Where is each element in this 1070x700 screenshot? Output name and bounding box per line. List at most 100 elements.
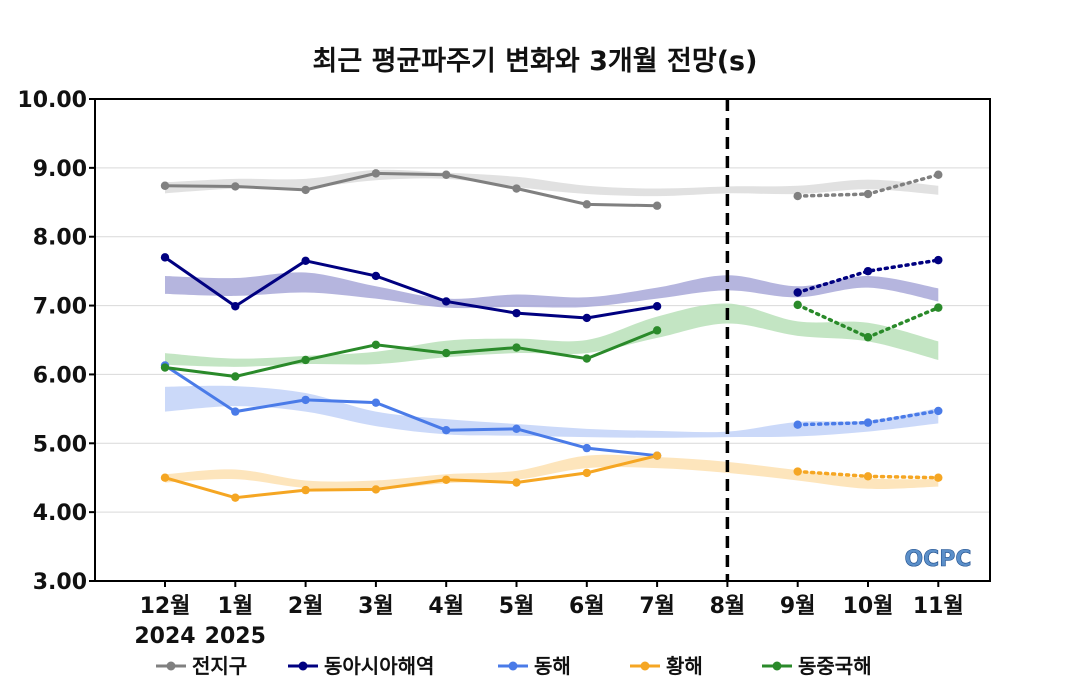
data-point <box>301 485 310 495</box>
forecast-point <box>934 255 943 265</box>
y-tick-label: 7.00 <box>33 295 87 320</box>
x-tick-label: 7월 <box>639 594 675 619</box>
data-point <box>231 493 240 502</box>
legend-swatch-marker <box>640 661 650 671</box>
x-tick-label: 2월 <box>288 594 324 619</box>
legend-swatch-marker <box>772 661 782 671</box>
y-tick-label: 6.00 <box>33 363 87 388</box>
data-point <box>652 451 662 460</box>
data-point <box>442 170 451 179</box>
series-line <box>164 364 658 458</box>
x-axis: 12월 1월 2월 3월 4월 5월 6월 7월 8월 9월 10월 11월 2024 2025 <box>134 581 964 649</box>
x-tick-label: 1월 <box>218 594 254 619</box>
legend-swatch-marker <box>508 661 518 671</box>
data-point <box>371 340 381 350</box>
plot-frame <box>94 98 991 582</box>
range-band <box>165 272 939 309</box>
data-point <box>371 169 381 178</box>
data-point <box>582 468 591 478</box>
forecast-point <box>863 333 873 342</box>
forecast-point <box>793 420 802 429</box>
range-band <box>165 169 939 197</box>
legend-swatch-marker <box>166 661 176 671</box>
forecast-point <box>934 473 943 482</box>
legend: 전지구 동아시아해역 동해 황해 동중국해 <box>156 654 872 678</box>
y-tick-label: 8.00 <box>33 226 87 251</box>
legend-swatch-marker <box>298 661 308 671</box>
legend-label: 동해 <box>534 654 571 678</box>
y-tick-label: 4.00 <box>33 501 87 526</box>
forecast-point <box>793 467 802 476</box>
data-point <box>371 398 381 407</box>
legend-label: 동중국해 <box>798 654 872 678</box>
x-tick-label: 3월 <box>358 594 394 619</box>
ocpc-logo: OCPC <box>904 547 972 573</box>
forecast-point <box>863 472 873 481</box>
forecast-point <box>793 191 802 201</box>
data-point <box>442 475 451 484</box>
data-point <box>582 200 591 209</box>
y-tick-label: 9.00 <box>33 157 87 182</box>
series-line <box>164 454 658 500</box>
x-year-label: 2024 <box>134 624 195 649</box>
legend-label: 동아시아해역 <box>324 654 434 678</box>
data-point <box>231 182 240 191</box>
data-point <box>371 485 381 494</box>
range-band <box>165 385 939 438</box>
data-point <box>652 201 662 210</box>
data-point <box>301 185 310 195</box>
x-tick-label: 8월 <box>710 594 746 619</box>
chart-title: 최근 평균파주기 변화와 3개월 전망(s) <box>313 46 758 77</box>
data-point <box>442 426 451 435</box>
x-tick-label: 6월 <box>569 594 605 619</box>
forecast-point <box>863 266 873 276</box>
series-points <box>160 169 943 502</box>
data-point <box>301 256 310 266</box>
range-band <box>165 454 939 490</box>
series-line <box>164 256 658 320</box>
forecast-point <box>934 406 943 416</box>
data-point <box>231 372 240 381</box>
data-point <box>442 297 451 306</box>
x-tick-label: 10월 <box>843 594 894 619</box>
data-point <box>301 355 310 365</box>
range-band <box>165 303 939 367</box>
data-point <box>512 478 521 487</box>
x-tick-label: 11월 <box>913 594 964 619</box>
y-axis: 3.00 4.00 5.00 6.00 7.00 8.00 9.00 10.00 <box>17 88 95 595</box>
ocpc-logo-text: OCPC <box>904 547 971 572</box>
series-line <box>164 328 658 378</box>
data-point <box>160 253 170 262</box>
data-point <box>231 302 240 311</box>
data-point <box>652 302 662 311</box>
y-tick-label: 5.00 <box>33 432 87 457</box>
forecast-point <box>793 288 802 297</box>
range-bands <box>165 169 939 490</box>
data-point <box>582 354 591 363</box>
data-point <box>160 181 170 190</box>
y-tick-label: 3.00 <box>33 570 87 595</box>
data-point <box>512 343 521 352</box>
forecast-point <box>863 189 873 199</box>
forecast-point <box>863 418 873 427</box>
x-tick-label: 12월 <box>140 594 191 619</box>
data-point <box>652 326 662 335</box>
x-year-label: 2025 <box>205 624 266 649</box>
series-line <box>164 171 658 208</box>
forecast-point <box>934 170 943 179</box>
forecast-point <box>793 300 802 310</box>
data-point <box>512 308 521 318</box>
legend-label: 황해 <box>666 654 703 678</box>
data-point <box>512 424 521 434</box>
x-tick-label: 9월 <box>780 594 816 619</box>
data-point <box>160 363 170 372</box>
data-point <box>442 348 451 358</box>
data-point <box>582 443 591 453</box>
data-point <box>371 271 381 281</box>
x-tick-label: 4월 <box>428 594 464 619</box>
data-point <box>231 407 240 416</box>
y-tick-label: 10.00 <box>17 88 87 113</box>
legend-label: 전지구 <box>192 654 247 678</box>
data-point <box>160 473 170 482</box>
